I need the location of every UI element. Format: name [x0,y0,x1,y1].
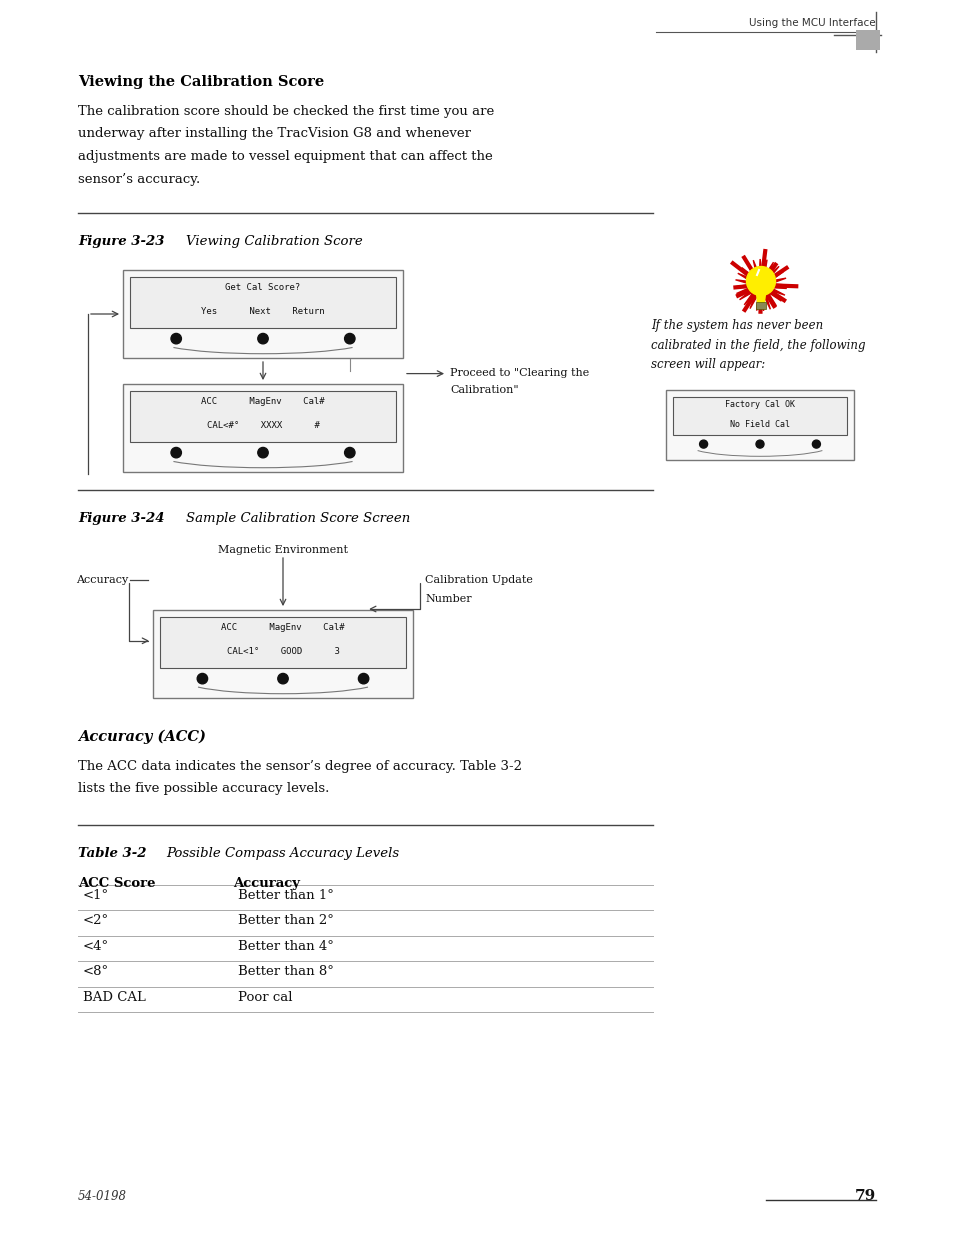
FancyBboxPatch shape [130,277,395,329]
Text: <8°: <8° [83,966,109,978]
Circle shape [344,333,355,343]
Text: underway after installing the TracVision G8 and whenever: underway after installing the TracVision… [78,127,471,141]
Circle shape [197,673,208,684]
Text: Viewing the Calibration Score: Viewing the Calibration Score [78,75,324,89]
Text: Accuracy (ACC): Accuracy (ACC) [78,730,206,745]
Circle shape [344,447,355,458]
Bar [855,30,879,49]
Text: Get Cal Score?: Get Cal Score? [225,283,300,291]
Polygon shape [735,259,786,311]
Bar [755,303,765,309]
Text: <4°: <4° [83,940,109,953]
Text: screen will appear:: screen will appear: [650,358,764,370]
Text: BAD CAL: BAD CAL [83,990,146,1004]
Text: adjustments are made to vessel equipment that can affect the: adjustments are made to vessel equipment… [78,149,493,163]
Circle shape [277,673,288,684]
Text: Magnetic Environment: Magnetic Environment [218,545,348,555]
Text: Better than 4°: Better than 4° [237,940,334,953]
Text: Using the MCU Interface: Using the MCU Interface [749,19,875,28]
Circle shape [358,673,369,684]
Circle shape [745,267,775,295]
Text: Table 3-2: Table 3-2 [78,847,147,860]
Circle shape [171,333,181,343]
Text: ACC      MagEnv    Cal#: ACC MagEnv Cal# [221,622,344,632]
Text: lists the five possible accuracy levels.: lists the five possible accuracy levels. [78,783,329,795]
Circle shape [257,333,268,343]
Text: Figure 3-23: Figure 3-23 [78,235,164,248]
Text: 54-0198: 54-0198 [78,1191,127,1203]
Circle shape [171,447,181,458]
Text: <1°: <1° [83,889,109,902]
FancyBboxPatch shape [130,391,395,442]
Text: Factory Cal OK: Factory Cal OK [724,400,794,410]
Text: calibrated in the field, the following: calibrated in the field, the following [650,338,864,352]
Text: Accuracy: Accuracy [233,877,299,890]
Text: Sample Calibration Score Screen: Sample Calibration Score Screen [186,513,410,525]
FancyBboxPatch shape [672,396,846,435]
Text: Proceed to "Clearing the: Proceed to "Clearing the [450,368,589,378]
Text: Better than 1°: Better than 1° [237,889,334,902]
Text: CAL<#°    XXXX      #: CAL<#° XXXX # [207,421,319,430]
Text: CAL<1°    GOOD      3: CAL<1° GOOD 3 [226,647,339,656]
Text: Accuracy: Accuracy [76,576,128,585]
Polygon shape [754,288,766,303]
Text: Viewing Calibration Score: Viewing Calibration Score [186,235,362,248]
Text: The calibration score should be checked the first time you are: The calibration score should be checked … [78,105,494,119]
Text: Poor cal: Poor cal [237,990,293,1004]
FancyBboxPatch shape [123,270,402,358]
FancyBboxPatch shape [152,610,413,698]
Text: Calibration": Calibration" [450,385,518,395]
FancyBboxPatch shape [123,384,402,472]
Text: sensor’s accuracy.: sensor’s accuracy. [78,173,200,185]
Text: Better than 2°: Better than 2° [237,914,334,927]
Text: Figure 3-24: Figure 3-24 [78,513,164,525]
Text: No Field Cal: No Field Cal [729,420,789,429]
Text: The ACC data indicates the sensor’s degree of accuracy. Table 3-2: The ACC data indicates the sensor’s degr… [78,760,521,773]
Text: If the system has never been: If the system has never been [650,319,822,332]
Circle shape [257,447,268,458]
Text: ACC Score: ACC Score [78,877,155,890]
Text: Number: Number [424,594,471,604]
FancyBboxPatch shape [665,389,853,459]
Text: Possible Compass Accuracy Levels: Possible Compass Accuracy Levels [166,847,398,860]
FancyBboxPatch shape [160,618,406,668]
Text: <2°: <2° [83,914,109,927]
Text: Calibration Update: Calibration Update [424,576,533,585]
Circle shape [812,440,820,448]
Text: 79: 79 [854,1189,875,1203]
Text: ACC      MagEnv    Cal#: ACC MagEnv Cal# [201,396,324,406]
Circle shape [699,440,707,448]
Text: Yes      Next    Return: Yes Next Return [201,308,324,316]
Circle shape [755,440,763,448]
Text: Better than 8°: Better than 8° [237,966,334,978]
